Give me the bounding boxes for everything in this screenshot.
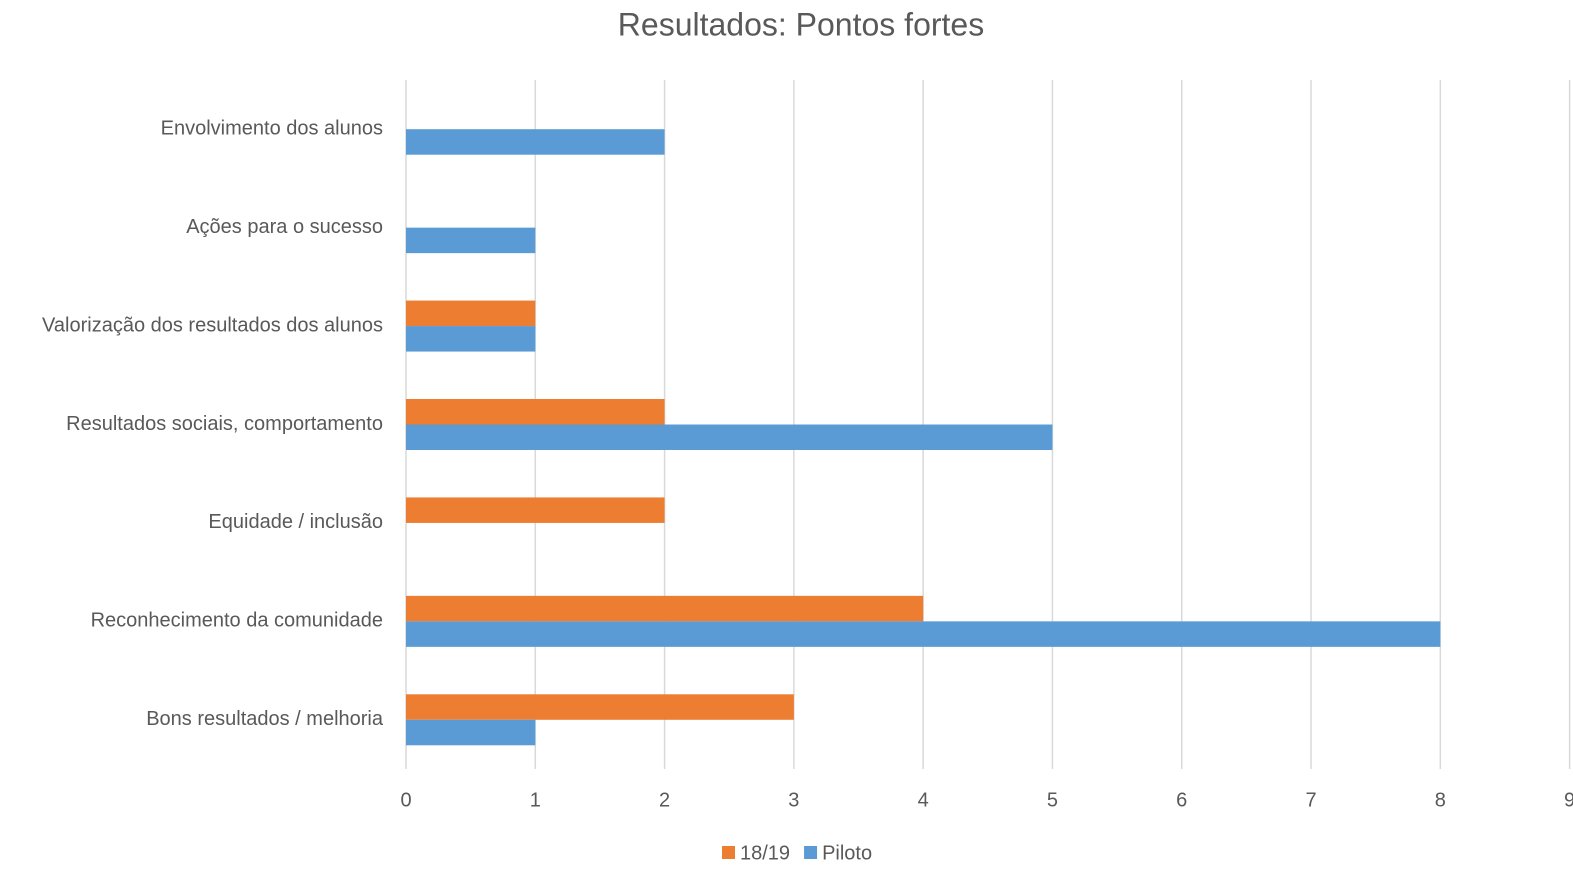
bar — [406, 399, 665, 425]
legend-swatch — [722, 846, 735, 859]
x-tick-label: 9 — [1564, 789, 1573, 811]
y-tick-label: Resultados sociais, comportamento — [66, 413, 383, 435]
bar — [406, 621, 1441, 647]
x-tick-label: 4 — [918, 789, 929, 811]
bar — [406, 326, 536, 352]
y-tick-label: Equidade / inclusão — [208, 511, 383, 533]
x-tick-label: 7 — [1305, 789, 1316, 811]
y-tick-label: Ações para o sucesso — [186, 216, 383, 238]
x-tick-label: 8 — [1435, 789, 1446, 811]
bar — [406, 719, 536, 746]
chart-title: Resultados: Pontos fortes — [618, 6, 984, 42]
legend-label: Piloto — [822, 842, 872, 864]
bar — [406, 424, 1053, 450]
bar — [406, 497, 665, 523]
y-tick-label: Bons resultados / melhoria — [146, 708, 384, 730]
bar — [406, 129, 665, 155]
legend-swatch — [804, 846, 818, 859]
x-tick-label: 3 — [788, 789, 799, 811]
legend-label: 18/19 — [740, 842, 790, 864]
bar — [406, 227, 536, 254]
x-tick-label: 0 — [400, 789, 411, 811]
x-tick-label: 2 — [659, 789, 670, 811]
bar — [406, 300, 536, 327]
x-tick-label: 5 — [1047, 789, 1058, 811]
y-tick-label: Valorização dos resultados dos alunos — [42, 314, 383, 336]
bar — [406, 595, 924, 622]
x-tick-label: 1 — [530, 789, 541, 811]
y-tick-label: Envolvimento dos alunos — [161, 117, 383, 139]
y-tick-label: Reconhecimento da comunidade — [91, 610, 383, 632]
bar — [406, 694, 794, 720]
x-tick-label: 6 — [1176, 789, 1187, 811]
